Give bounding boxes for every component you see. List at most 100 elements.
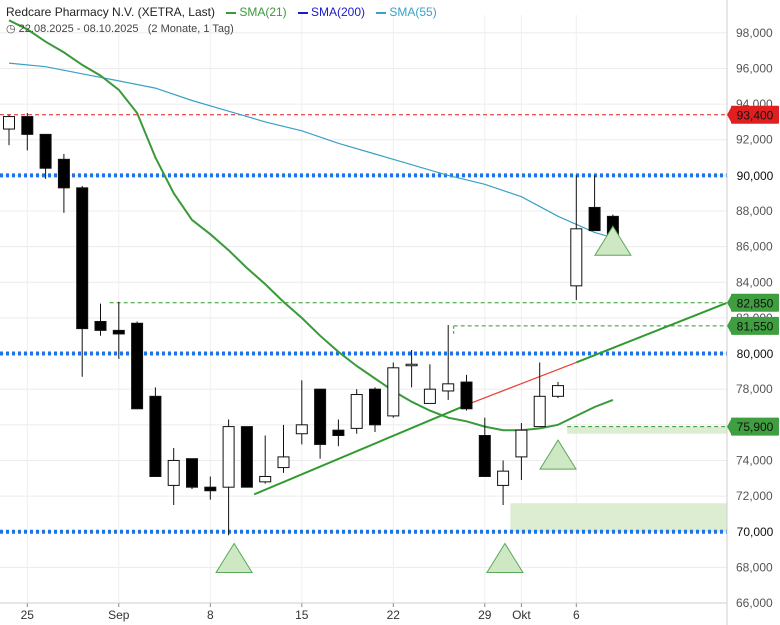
candle-body: [186, 458, 198, 488]
support-zone: [567, 426, 727, 434]
y-axis: 66,00068,00070,00072,00074,00076,00078,0…: [726, 0, 773, 625]
candle-body: [350, 394, 363, 429]
sma21-label: SMA(21): [239, 5, 287, 19]
candle-body: [552, 385, 564, 397]
buy-signal-arrow: [594, 225, 632, 256]
price-badge: [731, 105, 779, 124]
x-axis: 25 Sep 8 15 22 29 Okt 6: [0, 602, 727, 622]
x-tick-label: 22: [387, 608, 401, 622]
badge-pointer: [727, 105, 732, 124]
price-badge-label: 81,550: [737, 319, 774, 333]
chart-legend: Redcare Pharmacy N.V. (XETRA, Last) SMA(…: [6, 5, 437, 19]
trendline: [575, 301, 728, 364]
x-tick-label: 6: [573, 608, 580, 622]
candle-body: [387, 367, 400, 417]
level-lines: [0, 114, 727, 534]
x-tick-label: Sep: [108, 608, 130, 622]
candle-body: [131, 322, 144, 410]
period-label: (2 Monate, 1 Tag): [147, 23, 234, 35]
candles: [3, 113, 619, 536]
price-badge: [731, 166, 779, 185]
sma200-label: SMA(200): [311, 5, 366, 19]
chart-title: Redcare Pharmacy N.V. (XETRA, Last): [6, 5, 215, 19]
price-badge: [731, 293, 779, 312]
y-tick-label: 88,000: [736, 204, 773, 218]
candle-body: [588, 206, 601, 232]
y-tick-label: 96,000: [736, 61, 773, 75]
candle-body: [460, 381, 473, 410]
x-tick-label: 15: [295, 608, 309, 622]
price-badge-label: 80,000: [737, 347, 774, 361]
sma55-line: [8, 62, 614, 239]
sma55-label: SMA(55): [389, 5, 437, 19]
badge-pointer: [727, 293, 732, 312]
trendlines: [253, 301, 728, 496]
candle-body: [497, 470, 510, 486]
candle-body: [57, 158, 70, 189]
candle-body: [204, 486, 217, 492]
x-tick-label: 29: [478, 608, 492, 622]
trendline: [469, 361, 577, 404]
support-zone: [510, 503, 727, 532]
candle-body: [277, 456, 290, 469]
price-badge-label: 82,850: [737, 296, 774, 310]
price-badge-label: 75,900: [737, 420, 774, 434]
candle-body: [3, 116, 15, 130]
sma21-swatch: [226, 11, 237, 14]
sma55-swatch: [376, 11, 387, 14]
candle-body: [369, 388, 381, 426]
candle-body: [478, 435, 491, 477]
candle-body: [167, 459, 180, 486]
badge-pointer: [727, 417, 732, 436]
candle-body: [332, 429, 345, 437]
candle-body: [442, 383, 455, 392]
y-tick-label: 72,000: [736, 489, 773, 503]
candle-body: [76, 187, 89, 330]
y-tick-label: 78,000: [736, 382, 773, 396]
date-range: 22.08.2025 - 08.10.2025: [18, 23, 139, 35]
y-tick-label: 68,000: [736, 560, 773, 574]
y-tick-label: 84,000: [736, 275, 773, 289]
price-badge: [731, 316, 779, 335]
buy-signal-arrow: [539, 439, 577, 470]
price-badges: 93,400 90,000 82,850 81,550 80,000 75,900 70,0…: [727, 105, 779, 541]
price-badge: [731, 417, 779, 436]
signal-arrows: [215, 225, 632, 573]
y-tick-label: 98,000: [736, 26, 773, 40]
y-tick-label: 66,000: [736, 596, 773, 610]
x-tick-label: 8: [207, 608, 214, 622]
sma21-line: [8, 19, 614, 432]
price-badge-label: 70,000: [737, 525, 774, 539]
x-tick-label: 25: [21, 608, 35, 622]
candle-body: [405, 363, 418, 367]
sma200-swatch: [298, 11, 308, 14]
candle-body: [21, 116, 34, 135]
badge-pointer: [727, 166, 732, 185]
candle-body: [39, 133, 52, 169]
buy-signal-arrow: [215, 542, 253, 573]
badge-pointer: [727, 344, 732, 363]
support-zones: [510, 426, 727, 532]
price-badge-label: 93,400: [737, 108, 774, 122]
candle-body: [240, 426, 253, 488]
price-badge-label: 90,000: [737, 169, 774, 183]
candle-body: [94, 320, 107, 331]
price-badge: [731, 344, 779, 363]
candle-body: [149, 395, 162, 477]
candle-body: [259, 475, 272, 483]
y-tick-label: 74,000: [736, 453, 773, 467]
trendline: [253, 402, 471, 496]
price-badge: [731, 522, 779, 541]
moving-averages: [8, 19, 614, 432]
chart-subtitle: ◷ 22.08.2025 - 08.10.2025 (2 Monate, 1 T…: [6, 22, 234, 35]
badge-pointer: [727, 316, 732, 335]
candle-body: [533, 395, 546, 428]
candle-body: [295, 424, 308, 435]
y-tick-label: 86,000: [736, 240, 773, 254]
clock-icon: ◷: [6, 23, 16, 35]
badge-pointer: [727, 522, 732, 541]
candle-body: [423, 388, 436, 404]
y-tick-label: 92,000: [736, 133, 773, 147]
candle-body: [222, 426, 235, 488]
